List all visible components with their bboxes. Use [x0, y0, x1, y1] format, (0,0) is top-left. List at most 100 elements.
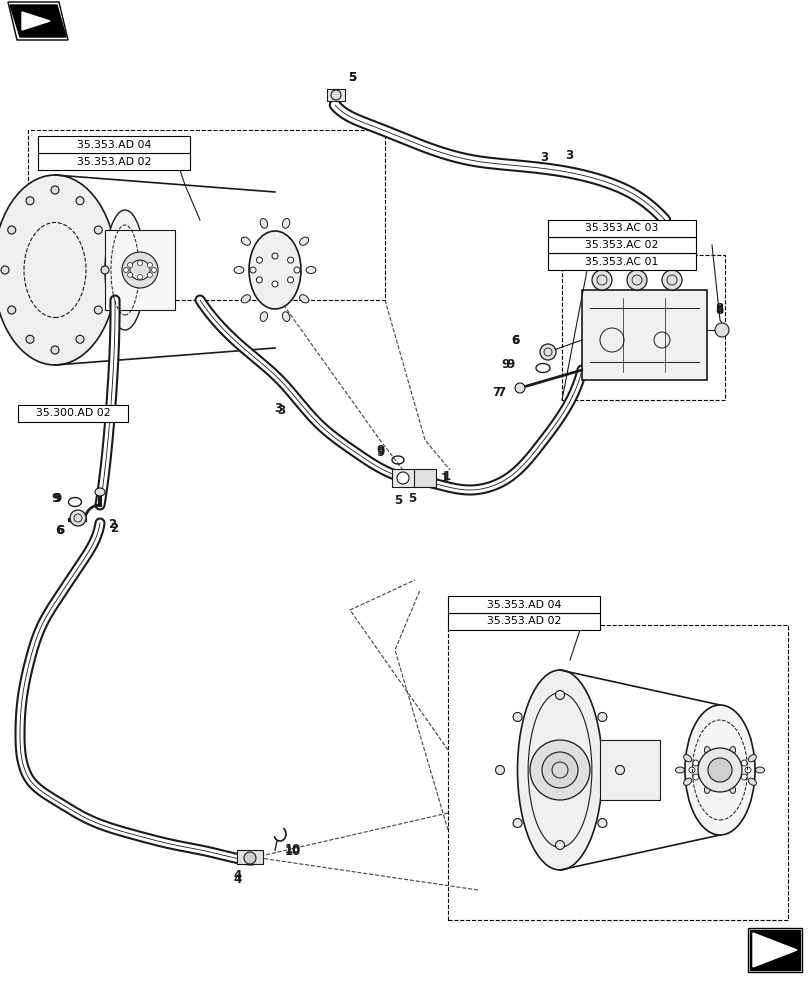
Text: 3: 3 — [277, 403, 285, 416]
Circle shape — [716, 781, 722, 787]
Circle shape — [137, 274, 142, 279]
Text: 3: 3 — [539, 151, 547, 164]
Circle shape — [272, 281, 277, 287]
FancyBboxPatch shape — [237, 850, 263, 864]
Circle shape — [716, 753, 722, 759]
Ellipse shape — [282, 312, 290, 321]
Circle shape — [51, 346, 59, 354]
Ellipse shape — [0, 175, 117, 365]
Circle shape — [702, 755, 708, 761]
Circle shape — [294, 267, 299, 273]
Bar — [448, 596, 599, 613]
Circle shape — [94, 226, 102, 234]
Text: 6: 6 — [57, 524, 65, 536]
Circle shape — [243, 852, 255, 864]
FancyBboxPatch shape — [581, 290, 706, 380]
Circle shape — [597, 712, 606, 721]
Circle shape — [692, 760, 698, 766]
Ellipse shape — [299, 295, 308, 303]
Text: 9: 9 — [54, 491, 62, 504]
Ellipse shape — [754, 767, 764, 773]
Circle shape — [702, 779, 708, 785]
Polygon shape — [749, 930, 799, 970]
Circle shape — [591, 270, 611, 290]
Circle shape — [740, 774, 746, 780]
Circle shape — [287, 277, 294, 283]
Ellipse shape — [260, 312, 267, 321]
Text: 7: 7 — [491, 385, 500, 398]
Circle shape — [256, 257, 262, 263]
Circle shape — [76, 197, 84, 205]
Ellipse shape — [249, 231, 301, 309]
Text: 5: 5 — [407, 491, 416, 504]
FancyBboxPatch shape — [327, 89, 345, 101]
Ellipse shape — [684, 705, 754, 835]
Circle shape — [730, 755, 736, 761]
Bar — [448, 613, 599, 630]
Ellipse shape — [299, 237, 308, 245]
Circle shape — [513, 712, 521, 721]
Polygon shape — [8, 2, 68, 40]
Circle shape — [744, 767, 750, 773]
Circle shape — [148, 263, 152, 268]
Ellipse shape — [105, 210, 145, 330]
Polygon shape — [752, 933, 796, 967]
Bar — [547, 237, 695, 253]
Text: 8: 8 — [714, 304, 723, 316]
Text: 5: 5 — [348, 71, 356, 84]
Text: 7: 7 — [496, 385, 504, 398]
Ellipse shape — [704, 747, 710, 755]
Circle shape — [76, 335, 84, 343]
Circle shape — [730, 779, 736, 785]
Bar — [547, 220, 695, 237]
FancyBboxPatch shape — [105, 230, 175, 310]
Ellipse shape — [748, 755, 756, 762]
Ellipse shape — [704, 785, 710, 793]
Circle shape — [26, 335, 34, 343]
Circle shape — [514, 383, 525, 393]
Circle shape — [539, 344, 556, 360]
Ellipse shape — [260, 219, 267, 228]
Ellipse shape — [728, 747, 735, 755]
Text: 6: 6 — [56, 524, 64, 536]
Ellipse shape — [728, 785, 735, 793]
Circle shape — [123, 267, 128, 272]
Circle shape — [101, 266, 109, 274]
Circle shape — [7, 226, 15, 234]
Text: 35.353.AC 03: 35.353.AC 03 — [585, 223, 658, 233]
Circle shape — [287, 257, 294, 263]
Circle shape — [541, 752, 577, 788]
Circle shape — [697, 748, 741, 792]
Bar — [38, 136, 190, 153]
Text: 4: 4 — [234, 874, 242, 886]
Text: 9: 9 — [376, 444, 384, 456]
Ellipse shape — [683, 778, 691, 785]
Circle shape — [127, 272, 132, 277]
Circle shape — [331, 90, 341, 100]
Circle shape — [272, 253, 277, 259]
Circle shape — [250, 267, 255, 273]
Text: 35.353.AD 02: 35.353.AD 02 — [487, 616, 560, 626]
Text: 9: 9 — [52, 491, 60, 504]
Text: 8: 8 — [714, 302, 723, 314]
Circle shape — [122, 252, 158, 288]
Ellipse shape — [282, 219, 290, 228]
Bar — [38, 153, 190, 170]
Ellipse shape — [241, 295, 250, 303]
Circle shape — [94, 306, 102, 314]
Ellipse shape — [306, 266, 315, 273]
Text: 4: 4 — [234, 869, 242, 882]
Circle shape — [397, 472, 409, 484]
Circle shape — [555, 840, 564, 849]
Circle shape — [152, 267, 157, 272]
Circle shape — [513, 819, 521, 828]
FancyBboxPatch shape — [414, 469, 436, 487]
Text: 35.300.AD 02: 35.300.AD 02 — [36, 408, 110, 418]
Ellipse shape — [95, 488, 105, 496]
Circle shape — [555, 690, 564, 700]
Ellipse shape — [683, 755, 691, 762]
Circle shape — [661, 270, 681, 290]
Circle shape — [626, 270, 646, 290]
Circle shape — [597, 819, 606, 828]
Circle shape — [689, 767, 694, 773]
